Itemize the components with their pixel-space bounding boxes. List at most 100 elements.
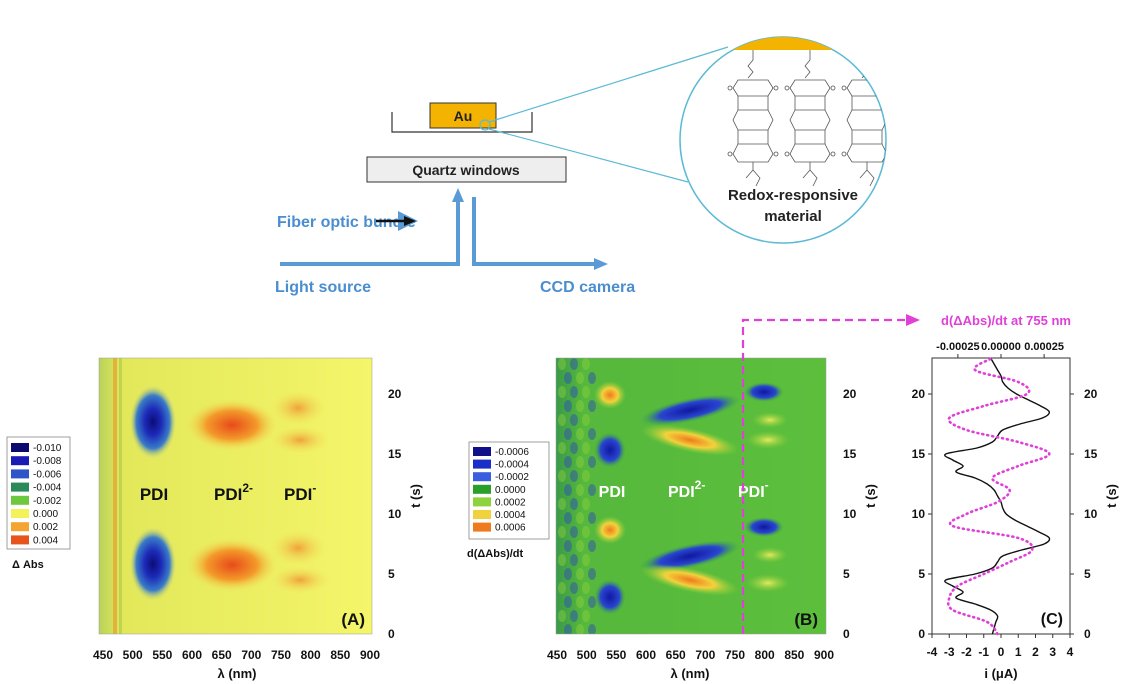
panel-c-x-tick--1: -1 [978,645,989,659]
panel-c-frame [931,357,1071,635]
panel-b: PDI PDI2- PDI- (B) 450 500 550 600 650 700 750… [467,314,920,681]
panel-a-y-tick-15: 15 [388,447,402,461]
panel-c-y-ticks-right: 0 5 10 15 20 [1070,387,1098,641]
panel-a: PDI PDI2- PDI- (A) 450 500 550 600 650 700 750… [6,357,423,681]
panel-a-legend-label: 0.004 [33,535,58,546]
panel-b-y-label: t (s) [863,484,878,508]
panel-b-legend-swatch [473,522,491,532]
gold-surface [680,37,886,50]
panel-a-legend-label: -0.002 [33,496,62,507]
panel-a-x-tick-850: 850 [330,648,350,662]
panel-a-x-tick-450: 450 [93,648,113,662]
panel-b-legend-label: 0.0000 [495,485,526,496]
panel-c-x-tick-0: 0 [998,645,1005,659]
panel-b-x-tick-550: 550 [606,648,626,662]
panel-c-y-ticks-left: 0 5 10 15 20 [912,387,932,641]
marker-755-arrowhead [906,314,920,326]
marker-755-line [741,318,912,634]
panel-b-legend-swatch [473,510,491,519]
panel-b-x-tick-750: 750 [725,648,745,662]
panel-b-legend-swatch [473,459,491,469]
panel-a-legend-title: Δ Abs [12,559,44,571]
zoom-line-top [488,46,729,123]
panel-b-legend: -0.0006 -0.0004-0.0002 0.00000.0002 0.0004 0… [468,441,550,540]
material-label-line1: Redox-responsive [728,187,858,204]
panel-b-tag: (B) [794,610,818,629]
panel-a-x-tick-550: 550 [152,648,172,662]
panel-c-y-left-tick-20: 20 [912,387,926,401]
panel-a-y-label: t (s) [408,484,423,508]
panel-b-label-pdi2: PDI2- [668,478,705,501]
panel-b-legend-label: -0.0004 [495,460,529,471]
panel-b-label-pdim: PDI- [738,478,769,501]
light-path-in [280,198,460,266]
panel-c-x-tick-4: 4 [1067,645,1074,659]
panel-c-top-tick-1: 0.00000 [981,341,1021,353]
light-source-label: Light source [275,279,371,296]
panel-c-tag: (C) [1041,611,1063,628]
panel-b-heatmap [556,358,826,634]
panel-b-legend-label: -0.0002 [495,472,529,483]
panel-a-label-pdim: PDI- [284,481,316,504]
derivative-line [946,356,1051,636]
panel-c-y-right-tick-10: 10 [1084,507,1098,521]
panel-c-x-tick--2: -2 [961,645,972,659]
panel-c-y-label: t (s) [1104,484,1119,508]
light-path-out [472,197,596,266]
panel-a-legend-label: 0.000 [33,509,58,520]
panel-b-x-tick-500: 500 [577,648,597,662]
panel-a-x-tick-500: 500 [123,648,143,662]
quartz-label: Quartz windows [412,162,520,178]
panel-b-legend-swatch [473,497,491,507]
panel-a-legend-label: -0.008 [33,456,62,467]
panel-b-x-tick-600: 600 [636,648,656,662]
panel-a-legend-swatch [11,443,29,452]
panel-c-x-tick-3: 3 [1049,645,1056,659]
panel-a-legend-swatch [11,535,29,545]
panel-b-legend-swatch [473,484,491,494]
panel-a-y-tick-20: 20 [388,387,402,401]
quartz-window [366,156,567,183]
panel-a-label-pdi: PDI [140,485,168,504]
panel-b-legend-swatch [473,472,491,482]
panel-a-y-tick-0: 0 [388,627,395,641]
panel-b-x-tick-850: 850 [784,648,804,662]
panel-a-x-tick-650: 650 [212,648,232,662]
panel-c-x-ticks: -4 -3 -2 -1 0 1 2 3 4 [927,634,1074,659]
panel-a-x-label: λ (nm) [218,666,257,681]
panel-c-y-left-tick-5: 5 [918,567,925,581]
panel-a-y-tick-5: 5 [388,567,395,581]
panel-b-y-tick-0: 0 [843,627,850,641]
panel-b-legend-label: 0.0006 [495,523,526,534]
panel-b-y-tick-10: 10 [843,507,857,521]
magnified-view: Redox-responsive material [679,36,887,244]
panel-a-y-ticks: 0 5 10 15 20 [388,387,402,641]
au-electrode [429,102,497,129]
panel-b-legend-label: -0.0006 [495,447,529,458]
panel-c-y-left-tick-10: 10 [912,507,926,521]
panel-c-top-tick-0: -0.00025 [936,341,979,353]
panel-b-x-tick-800: 800 [755,648,775,662]
panel-a-y-tick-10: 10 [388,507,402,521]
panel-b-legend-title: d(ΔAbs)/dt [467,548,524,560]
panel-c-y-right-tick-5: 5 [1084,567,1091,581]
panel-a-x-tick-700: 700 [241,648,261,662]
panel-c: d(ΔAbs)/dt at 755 nm -0.00025 0.00000 0.00… [912,313,1119,681]
panel-b-x-label: λ (nm) [671,666,710,681]
panel-a-legend-swatch [11,482,29,492]
panel-b-y-tick-15: 15 [843,447,857,461]
panel-c-top-tick-2: 0.00025 [1024,341,1064,353]
zoom-spot [479,119,491,131]
panel-b-x-tick-650: 650 [666,648,686,662]
molecule-structures [727,50,886,187]
panel-a-x-tick-900: 900 [360,648,380,662]
panel-c-x-label: i (μA) [984,666,1017,681]
cell-outline [391,112,533,133]
panel-b-x-tick-700: 700 [695,648,715,662]
panel-c-x-tick--4: -4 [927,645,938,659]
panel-c-x-tick--3: -3 [944,645,955,659]
panel-b-y-tick-20: 20 [843,387,857,401]
panel-a-legend-swatch [11,522,29,532]
panel-b-x-ticks: 450 500 550 600 650 700 750 800 850 900 [547,648,834,662]
